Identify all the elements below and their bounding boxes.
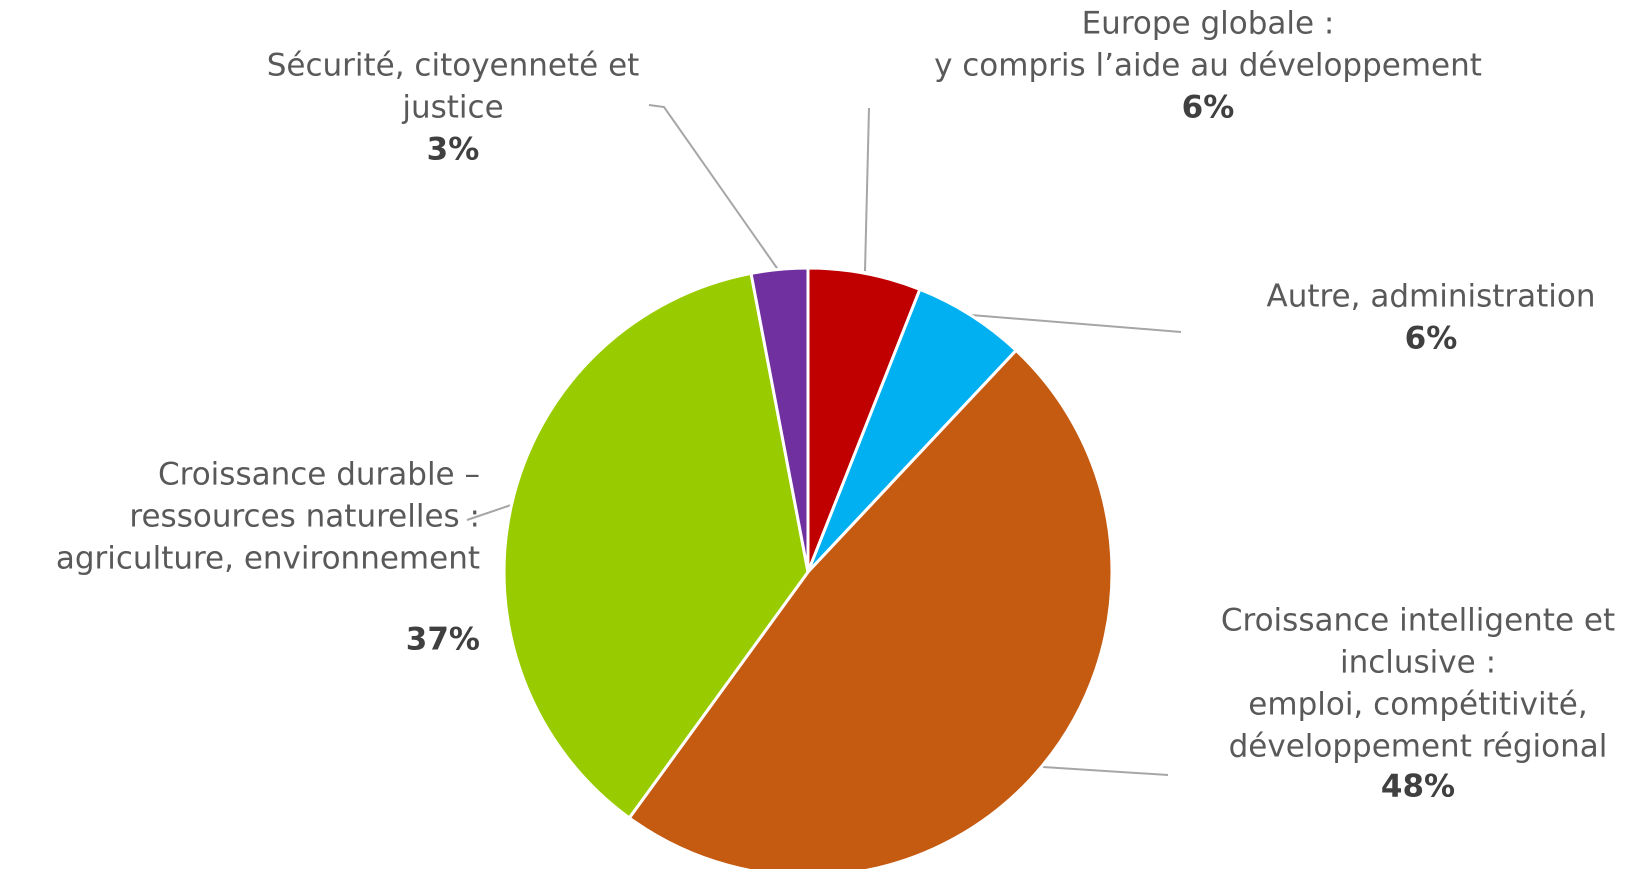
value-label: 48% xyxy=(1381,769,1455,805)
value-label: 6% xyxy=(1182,90,1235,126)
slice-label: Autre, administration xyxy=(1266,279,1595,315)
pie-slice xyxy=(627,348,1114,869)
value-label: 3% xyxy=(427,132,480,168)
slice-label: développement régional xyxy=(1229,729,1608,765)
slice-label: emploi, compétitivité, xyxy=(1248,687,1587,723)
value-label: 6% xyxy=(1405,321,1458,357)
pie-slice xyxy=(502,271,810,821)
leader-line xyxy=(1042,766,1169,776)
leader-line xyxy=(648,104,780,272)
slice-label: Croissance durable – xyxy=(158,457,480,493)
value-label: 37% xyxy=(406,622,480,658)
slice-label: agriculture, environnement xyxy=(56,541,480,577)
slice-label: Sécurité, citoyenneté et xyxy=(267,48,640,84)
slice-label: ressources naturelles : xyxy=(129,499,480,535)
leader-line xyxy=(970,314,1182,333)
slice-label: Europe globale : xyxy=(1082,6,1335,42)
slice-label: justice xyxy=(401,90,503,126)
leader-line xyxy=(864,107,870,272)
leader-lines xyxy=(466,104,1182,776)
leader-line xyxy=(466,504,512,521)
slice-label: inclusive : xyxy=(1340,645,1496,681)
pie-slice xyxy=(749,266,810,573)
slice-label: Croissance intelligente et xyxy=(1221,603,1615,639)
slice-label: y compris l’aide au développement xyxy=(934,48,1482,84)
